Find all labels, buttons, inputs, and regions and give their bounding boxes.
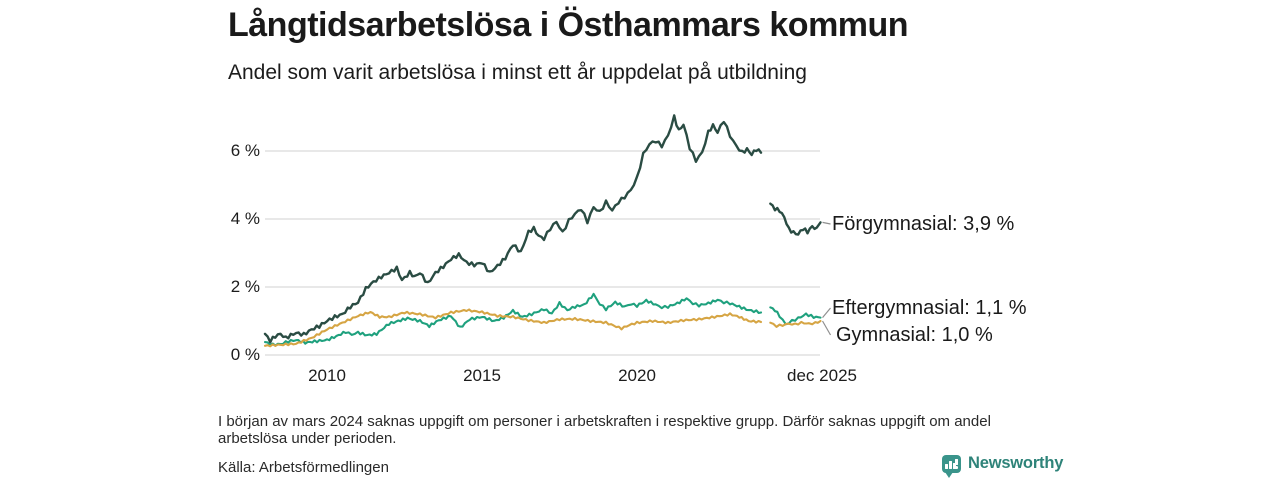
chart-subtitle: Andel som varit arbetslösa i minst ett å… [228, 61, 807, 84]
page-title: Långtidsarbetslösa i Östhammars kommun [228, 6, 909, 44]
y-tick-6: 6 % [230, 141, 260, 160]
newsworthy-logo-text: Newsworthy [968, 454, 1064, 472]
series-label-gymnasial: Gymnasial: 1,0 % [836, 324, 993, 346]
series-label-forgymnasial: Förgymnasial: 3,9 % [832, 213, 1015, 235]
x-tick-2015: 2015 [463, 366, 501, 385]
y-tick-0: 0 % [230, 345, 260, 364]
newsworthy-bubble-barchart-icon [942, 454, 961, 478]
x-tick-2010: 2010 [308, 366, 346, 385]
y-tick-4: 4 % [230, 209, 260, 228]
series-label-eftergymnasial: Eftergymnasial: 1,1 % [832, 297, 1027, 319]
newsworthy-branding: Newsworthy [942, 454, 1064, 478]
x-tick-2020: 2020 [618, 366, 656, 385]
footnote: I början av mars 2024 saknas uppgift om … [218, 413, 991, 447]
y-tick-2: 2 % [230, 277, 260, 296]
x-tick-dec-2025: dec 2025 [787, 366, 857, 385]
source-attribution: Källa: Arbetsförmedlingen [218, 459, 389, 476]
